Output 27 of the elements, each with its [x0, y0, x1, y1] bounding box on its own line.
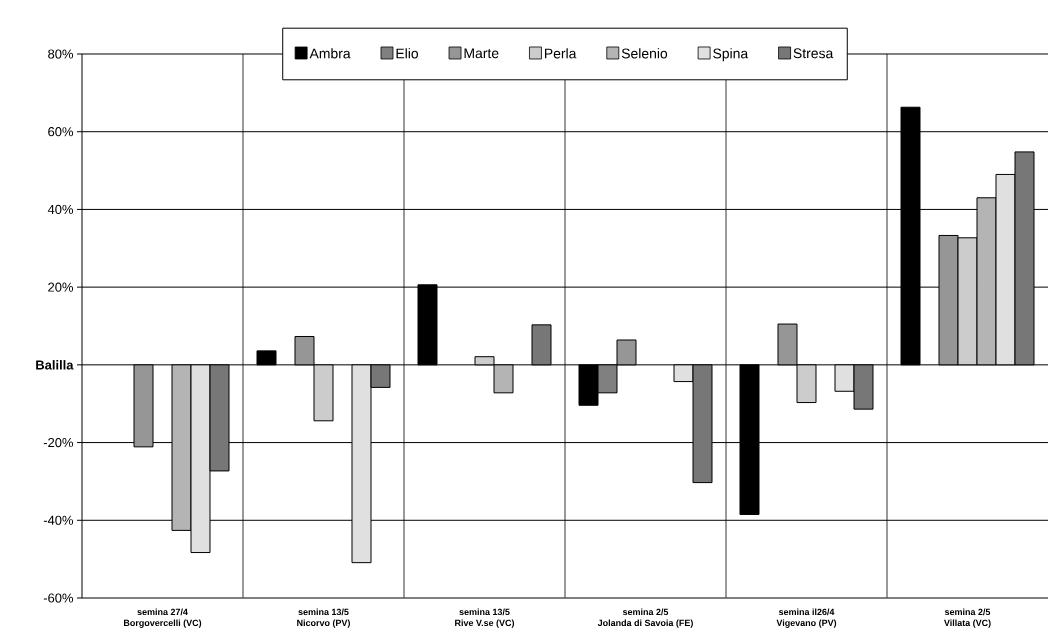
- legend-label: Marte: [464, 48, 499, 59]
- legend-label: Perla: [545, 48, 577, 59]
- y-tick-label: -60%: [43, 593, 74, 603]
- bar: [256, 350, 277, 366]
- bar: [900, 106, 921, 366]
- x-tick-label: semina 13/5 Rive V.se (VC): [455, 608, 515, 628]
- y-tick-label: 20%: [48, 282, 74, 292]
- legend-label: Ambra: [309, 48, 351, 59]
- bar: [417, 284, 438, 366]
- y-tick-label: 60%: [48, 127, 74, 137]
- y-tick-label: 80%: [48, 49, 74, 59]
- x-tick-label: semina 2/5 Villata (VC): [943, 608, 991, 628]
- x-tick-label: semina 2/5 Jolanda di Savoia (FE): [597, 608, 693, 628]
- legend-label: Selenio: [621, 48, 668, 59]
- x-tick-label: semina 13/5 Nicorvo (PV): [297, 608, 350, 628]
- bar: [739, 364, 760, 515]
- y-tick-label: -20%: [43, 437, 74, 448]
- x-tick-label: semina il26/4 Vigevano (PV): [776, 608, 837, 628]
- legend-label: Spina: [713, 48, 749, 62]
- legend-label: Stresa: [793, 48, 834, 59]
- bar: [531, 324, 552, 366]
- y-tick-label: -40%: [43, 515, 74, 525]
- y-tick-label: Balilla: [36, 360, 74, 370]
- x-tick-label: semina 27/4 Borgovercelli (VC): [123, 608, 202, 628]
- legend-label: Elio: [396, 48, 419, 59]
- y-tick-label: 40%: [47, 204, 74, 215]
- bar: [133, 364, 154, 448]
